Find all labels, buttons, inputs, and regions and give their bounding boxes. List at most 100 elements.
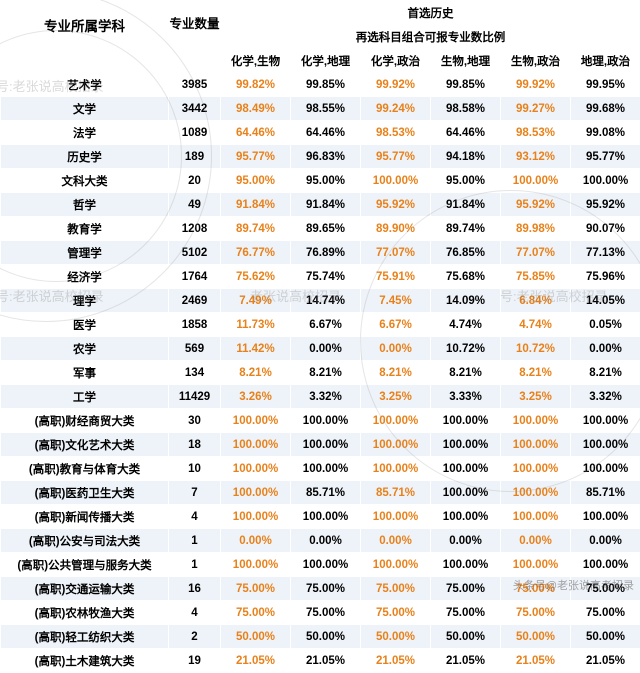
row-value-5: 14.05% (571, 289, 640, 313)
watermark-bottom-right: 头条号@老张说高考招录 (513, 577, 634, 593)
row-subject: 医学 (1, 313, 169, 337)
row-value-3: 4.74% (431, 313, 501, 337)
row-value-5: 100.00% (571, 553, 640, 577)
row-value-4: 93.12% (501, 145, 571, 169)
row-value-1: 100.00% (291, 505, 361, 529)
row-value-3: 94.18% (431, 145, 501, 169)
row-count: 1764 (169, 265, 221, 289)
row-value-1: 3.32% (291, 385, 361, 409)
row-value-3: 8.21% (431, 361, 501, 385)
row-subject: 理学 (1, 289, 169, 313)
row-value-1: 96.83% (291, 145, 361, 169)
row-value-4: 99.92% (501, 73, 571, 97)
row-subject: 教育学 (1, 217, 169, 241)
row-value-4: 75.85% (501, 265, 571, 289)
row-value-5: 75.96% (571, 265, 640, 289)
row-value-5: 77.13% (571, 241, 640, 265)
row-subject: (高职)农林牧渔大类 (1, 601, 169, 625)
row-count: 7 (169, 481, 221, 505)
row-value-1: 50.00% (291, 625, 361, 649)
row-value-1: 91.84% (291, 193, 361, 217)
row-value-3: 100.00% (431, 481, 501, 505)
row-value-2: 100.00% (361, 409, 431, 433)
row-value-1: 21.05% (291, 649, 361, 673)
row-subject: (高职)轻工纺织大类 (1, 625, 169, 649)
row-value-5: 50.00% (571, 625, 640, 649)
row-value-4: 95.92% (501, 193, 571, 217)
row-value-5: 90.07% (571, 217, 640, 241)
row-value-2: 3.25% (361, 385, 431, 409)
row-count: 1089 (169, 121, 221, 145)
row-count: 30 (169, 409, 221, 433)
row-value-5: 99.68% (571, 97, 640, 121)
row-value-5: 100.00% (571, 457, 640, 481)
row-value-4: 98.53% (501, 121, 571, 145)
row-value-4: 100.00% (501, 481, 571, 505)
row-value-5: 8.21% (571, 361, 640, 385)
row-value-1: 100.00% (291, 457, 361, 481)
row-count: 49 (169, 193, 221, 217)
row-value-5: 95.92% (571, 193, 640, 217)
row-value-1: 75.00% (291, 601, 361, 625)
header-group-bio-geo: 生物,地理 (431, 49, 501, 73)
row-value-4: 99.27% (501, 97, 571, 121)
row-subject: (高职)土木建筑大类 (1, 649, 169, 673)
row-count: 1 (169, 529, 221, 553)
row-subject: 法学 (1, 121, 169, 145)
row-value-4: 8.21% (501, 361, 571, 385)
row-value-0: 100.00% (221, 553, 291, 577)
row-value-3: 100.00% (431, 457, 501, 481)
row-value-2: 100.00% (361, 433, 431, 457)
row-value-2: 0.00% (361, 529, 431, 553)
row-value-0: 95.00% (221, 169, 291, 193)
header-group-geo-pol: 地理,政治 (571, 49, 640, 73)
row-value-3: 75.00% (431, 601, 501, 625)
row-value-2: 85.71% (361, 481, 431, 505)
row-value-2: 7.45% (361, 289, 431, 313)
row-value-0: 3.26% (221, 385, 291, 409)
row-value-0: 100.00% (221, 409, 291, 433)
row-value-5: 0.00% (571, 337, 640, 361)
row-value-2: 77.07% (361, 241, 431, 265)
header-sub-title: 再选科目组合可报专业数比例 (221, 25, 640, 49)
row-value-0: 21.05% (221, 649, 291, 673)
header-subject-spacer (1, 49, 169, 73)
row-value-1: 100.00% (291, 433, 361, 457)
row-value-3: 64.46% (431, 121, 501, 145)
row-count: 1 (169, 553, 221, 577)
row-count: 2 (169, 625, 221, 649)
row-value-4: 77.07% (501, 241, 571, 265)
row-value-5: 95.77% (571, 145, 640, 169)
row-subject: 文学 (1, 97, 169, 121)
row-value-2: 6.67% (361, 313, 431, 337)
row-value-2: 50.00% (361, 625, 431, 649)
row-value-0: 91.84% (221, 193, 291, 217)
row-value-2: 99.24% (361, 97, 431, 121)
row-value-5: 3.32% (571, 385, 640, 409)
row-value-2: 89.90% (361, 217, 431, 241)
row-value-3: 100.00% (431, 433, 501, 457)
row-value-1: 98.55% (291, 97, 361, 121)
row-value-2: 100.00% (361, 553, 431, 577)
row-value-0: 100.00% (221, 457, 291, 481)
row-count: 4 (169, 505, 221, 529)
table-header: 专业所属学科 专业数量 首选历史 再选科目组合可报专业数比例 化学,生物 化学,… (1, 1, 640, 73)
row-value-3: 10.72% (431, 337, 501, 361)
row-value-5: 100.00% (571, 505, 640, 529)
row-subject: 哲学 (1, 193, 169, 217)
row-value-1: 0.00% (291, 337, 361, 361)
row-value-5: 100.00% (571, 169, 640, 193)
